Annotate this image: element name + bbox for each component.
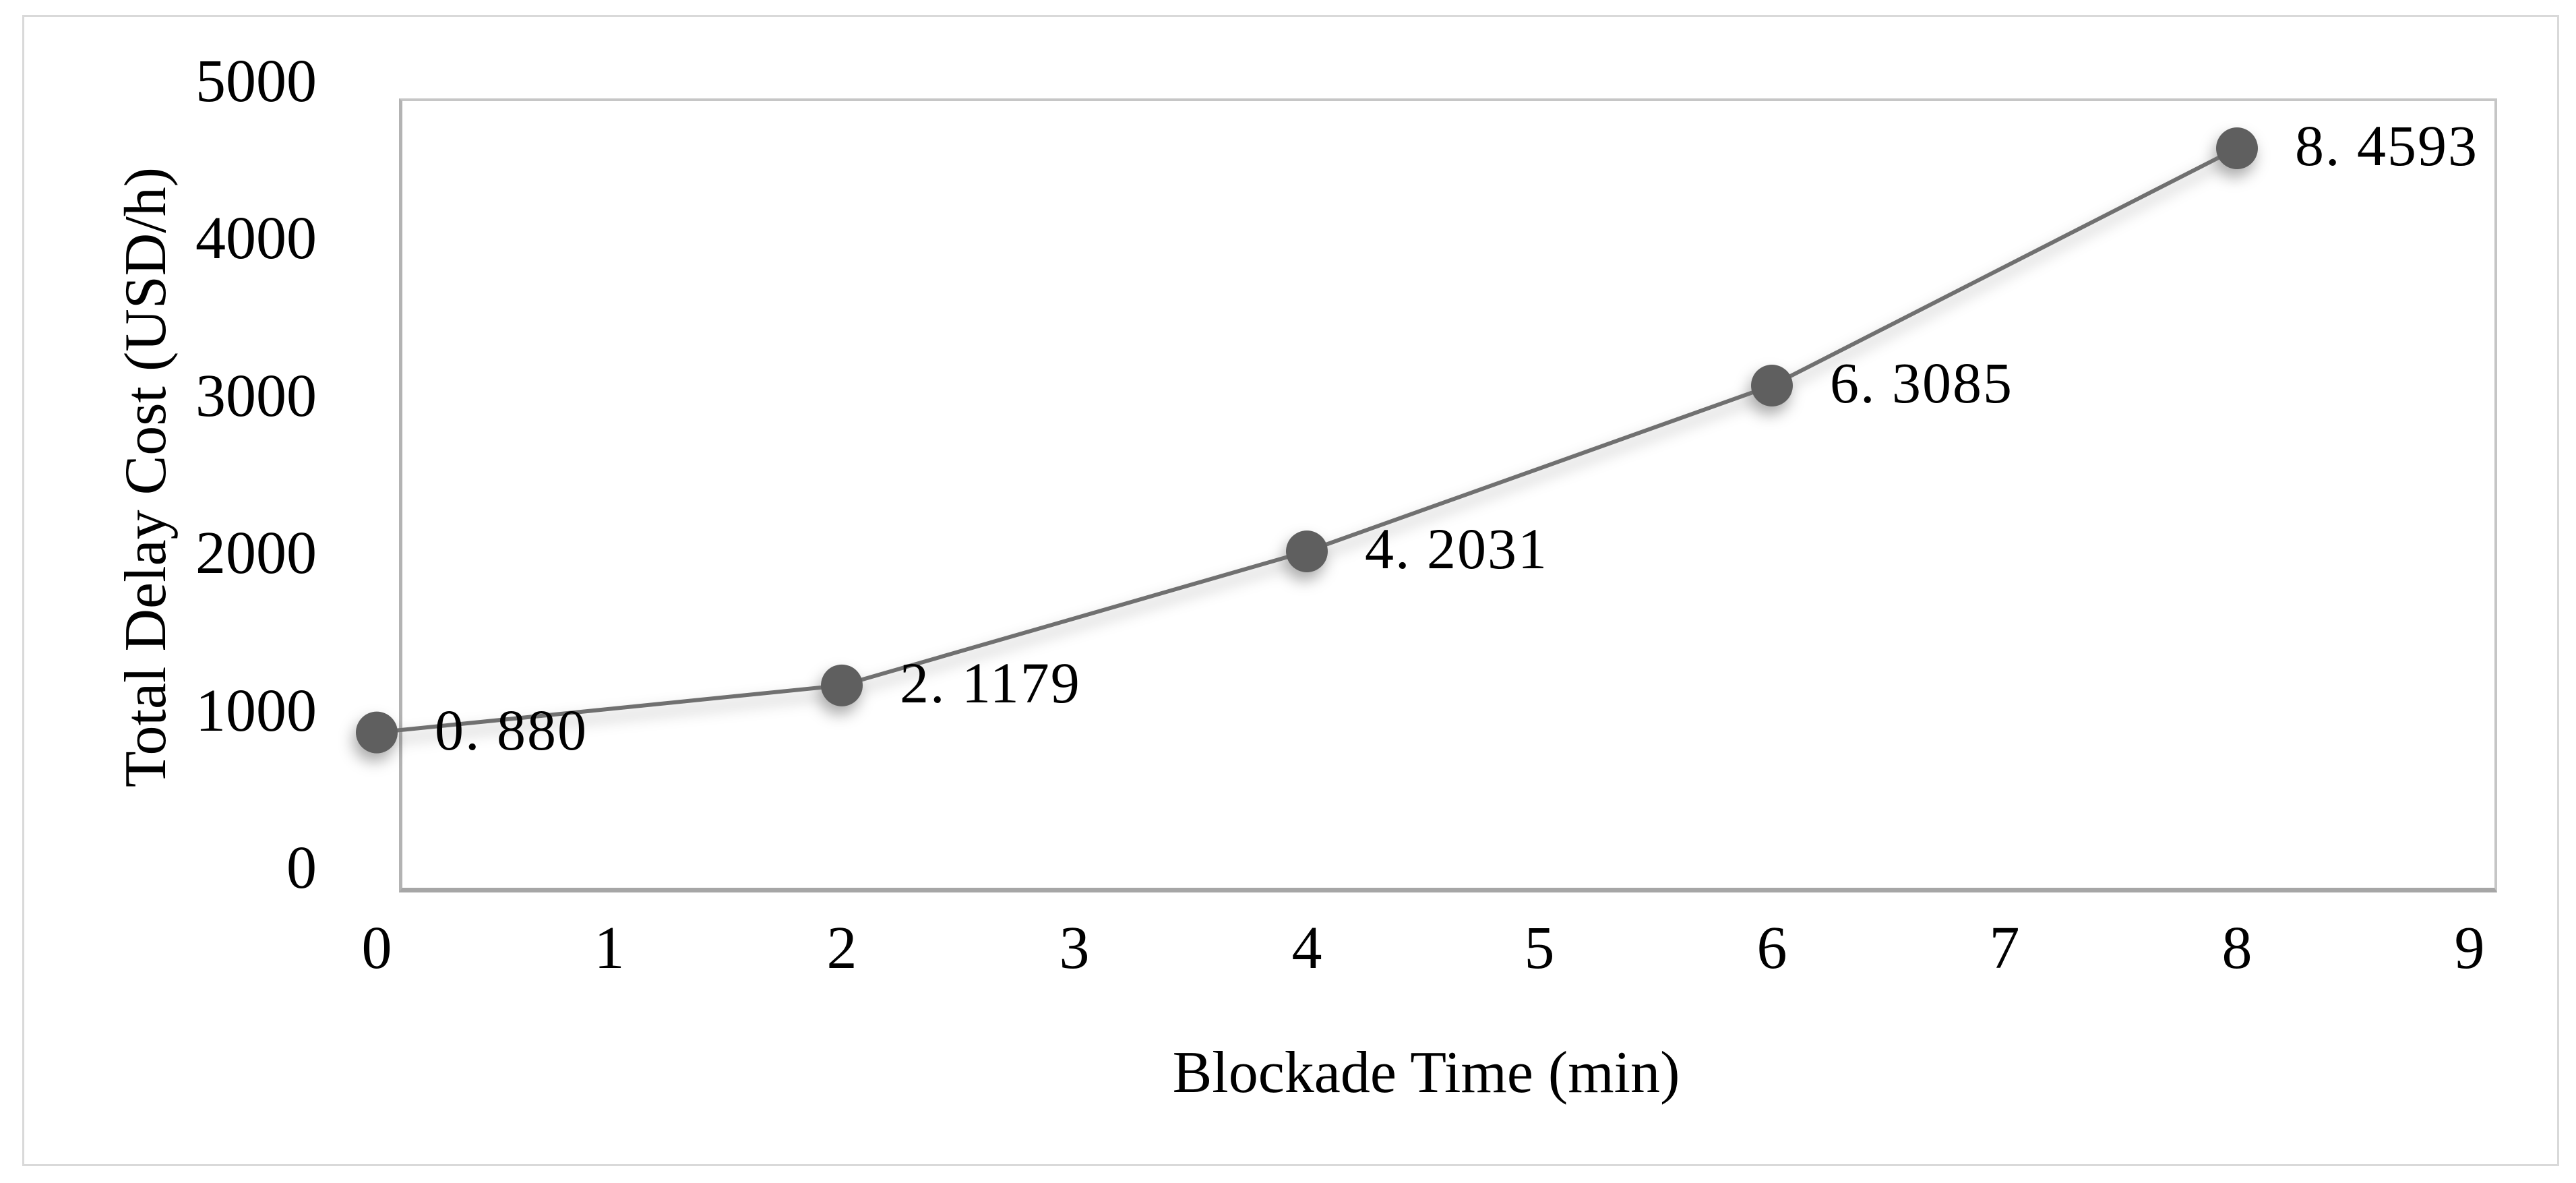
y-tick-label: 2000 [195, 520, 317, 587]
x-tick-label: 3 [1059, 915, 1090, 981]
x-tick-label: 1 [594, 915, 625, 981]
y-tick-label: 3000 [195, 362, 317, 429]
x-tick-label: 9 [2454, 915, 2485, 981]
x-tick-label: 0 [361, 915, 392, 981]
x-tick-label: 4 [1291, 915, 1322, 981]
x-axis-title: Blockade Time (min) [1172, 1040, 1680, 1105]
y-tick-label: 5000 [195, 48, 317, 115]
delay-cost-line [376, 146, 2238, 735]
data-point-marker [1751, 364, 1793, 406]
y-axis-title: Total Delay Cost (USD/h) [113, 166, 179, 788]
x-tick-label: 5 [1524, 915, 1555, 981]
y-tick-label: 0 [286, 835, 317, 901]
data-point-marker [821, 664, 863, 706]
data-point-label: 6. 3085 [1830, 350, 2013, 415]
x-tick-label: 2 [826, 915, 857, 981]
y-tick-label: 1000 [195, 677, 317, 744]
data-point-marker [356, 711, 398, 754]
data-point-label: 4. 2031 [1365, 516, 1548, 581]
data-point-marker [2216, 127, 2258, 169]
data-point-marker [1286, 530, 1328, 572]
x-tick-label: 8 [2221, 915, 2252, 981]
figure-frame [22, 15, 2559, 1166]
data-point-label: 0. 880 [435, 697, 588, 762]
x-tick-label: 7 [1989, 915, 2020, 981]
x-tick-label: 6 [1756, 915, 1787, 981]
data-point-label: 2. 1179 [900, 650, 1081, 715]
data-point-label: 8. 4593 [2295, 113, 2478, 178]
plot-area [399, 98, 2497, 892]
y-tick-label: 4000 [195, 205, 317, 272]
